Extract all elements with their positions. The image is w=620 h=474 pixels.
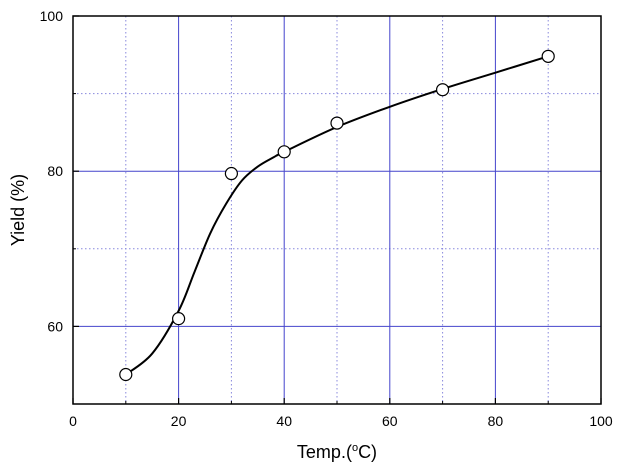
- data-point: [277, 145, 291, 159]
- data-point: [224, 166, 238, 181]
- data-point: [172, 312, 186, 326]
- axis-ticks: [72, 15, 602, 404]
- data-point: [541, 49, 555, 63]
- data-point: [330, 116, 344, 130]
- tick-labels: 0 20 40 60 80 100 60 80 100: [40, 8, 613, 429]
- x-tick-label: 80: [488, 413, 504, 429]
- minor-grid: [73, 16, 601, 404]
- data-point: [119, 367, 133, 382]
- x-tick-label: 60: [382, 413, 398, 429]
- data-point: [436, 83, 450, 97]
- x-tick-label: 40: [276, 413, 292, 429]
- y-tick-label: 100: [40, 8, 64, 24]
- major-grid: [73, 16, 601, 404]
- x-axis-label: Temp.(oC): [297, 442, 377, 462]
- y-tick-label: 80: [47, 163, 63, 179]
- x-tick-label: 0: [69, 413, 77, 429]
- x-tick-label: 100: [589, 413, 613, 429]
- data-points: [119, 49, 555, 382]
- y-axis-label: Yield (%): [8, 174, 28, 246]
- y-tick-label: 60: [47, 318, 63, 334]
- plot-frame: [72, 15, 602, 405]
- x-tick-label: 20: [171, 413, 187, 429]
- fit-curve-line: [125, 55, 549, 376]
